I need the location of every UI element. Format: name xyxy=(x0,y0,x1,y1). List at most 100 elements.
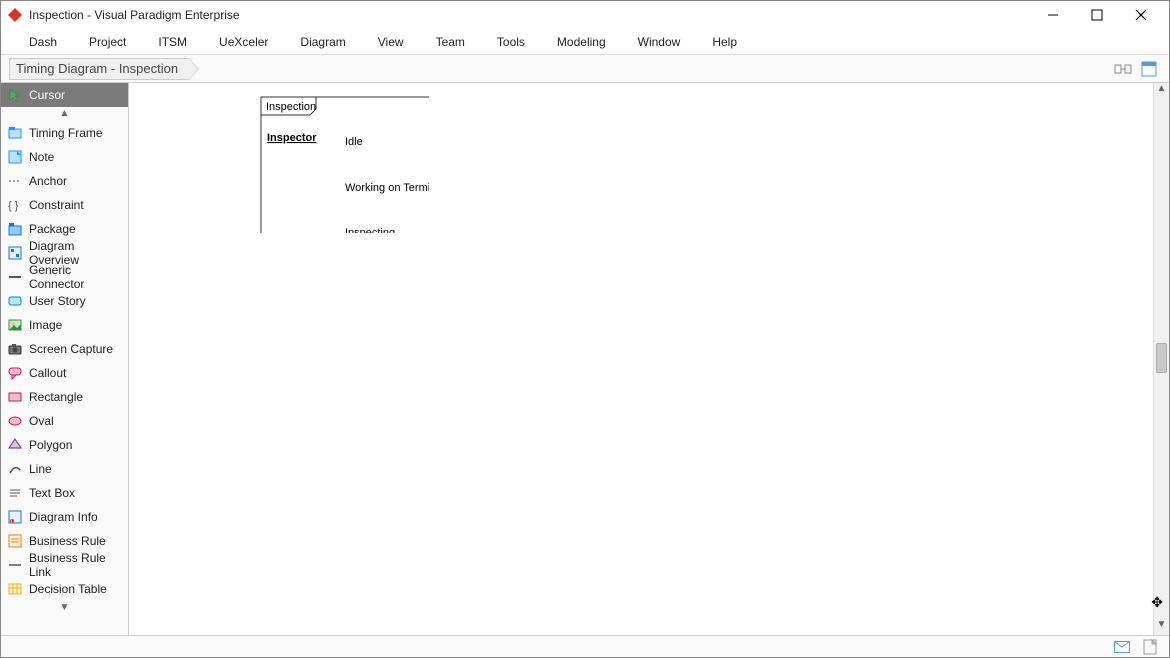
palette-item-label: Screen Capture xyxy=(29,342,113,356)
note-status-icon[interactable] xyxy=(1141,638,1159,656)
titlebar: Inspection - Visual Paradigm Enterprise xyxy=(1,1,1169,29)
palette-item-package[interactable]: Package xyxy=(1,217,128,241)
palette-item-screen-capture[interactable]: Screen Capture xyxy=(1,337,128,361)
palette-item-line[interactable]: Line xyxy=(1,457,128,481)
textbox-icon xyxy=(7,485,23,501)
palette-item-label: Diagram Info xyxy=(29,510,98,524)
timing-diagram-canvas[interactable]: Inspection Inspector Idle Working on Termin… xyxy=(129,83,429,233)
menu-project[interactable]: Project xyxy=(73,29,142,54)
palette-item-cursor[interactable]: Cursor xyxy=(1,83,128,107)
panel-toolbar-icon[interactable] xyxy=(1139,59,1159,79)
svg-text:Working on Terminal: Working on Terminal xyxy=(345,182,429,194)
diaginfo-icon: i xyxy=(7,509,23,525)
palette-item-callout[interactable]: Callout xyxy=(1,361,128,385)
palette-item-label: Package xyxy=(29,222,76,236)
palette-item-label: Constraint xyxy=(29,198,84,212)
menu-uexceler[interactable]: UeXceler xyxy=(203,29,284,54)
palette-item-label: Line xyxy=(29,462,52,476)
palette-item-diagram-info[interactable]: i Diagram Info xyxy=(1,505,128,529)
palette-collapse-down[interactable]: ▼ xyxy=(1,601,128,615)
overview-icon xyxy=(7,245,23,261)
menu-tools[interactable]: Tools xyxy=(481,29,541,54)
palette-item-label: Decision Table xyxy=(29,582,107,596)
palette-item-text-box[interactable]: Text Box xyxy=(1,481,128,505)
palette-item-label: Business Rule xyxy=(29,534,106,548)
svg-text:Inspection: Inspection xyxy=(266,101,316,113)
palette-item-label: Note xyxy=(29,150,54,164)
window-title: Inspection - Visual Paradigm Enterprise xyxy=(29,8,1031,22)
statusbar xyxy=(1,635,1169,657)
svg-text:Idle: Idle xyxy=(345,136,363,148)
menubar: DashProjectITSMUeXcelerDiagramViewTeamTo… xyxy=(1,29,1169,55)
anchor-icon xyxy=(7,173,23,189)
palette-item-label: Polygon xyxy=(29,438,72,452)
palette-item-rectangle[interactable]: Rectangle xyxy=(1,385,128,409)
decisiontable-icon xyxy=(7,581,23,597)
palette-item-label: Timing Frame xyxy=(29,126,103,140)
image-icon xyxy=(7,317,23,333)
palette-item-label: Oval xyxy=(29,414,54,428)
canvas-wrap: Inspection Inspector Idle Working on Termin… xyxy=(129,83,1169,635)
close-button[interactable] xyxy=(1119,1,1163,29)
menu-itsm[interactable]: ITSM xyxy=(142,29,203,54)
palette-item-label: Business Rule Link xyxy=(29,551,122,579)
palette-item-polygon[interactable]: Polygon xyxy=(1,433,128,457)
menu-window[interactable]: Window xyxy=(622,29,697,54)
maximize-button[interactable] xyxy=(1075,1,1119,29)
app-icon xyxy=(7,7,23,23)
svg-text:Inspecting: Inspecting xyxy=(345,227,395,233)
polygon-icon xyxy=(7,437,23,453)
menu-help[interactable]: Help xyxy=(696,29,753,54)
palette-item-label: Image xyxy=(29,318,62,332)
palette-item-label: User Story xyxy=(29,294,86,308)
userstory-icon xyxy=(7,293,23,309)
palette-item-business-rule[interactable]: Business Rule xyxy=(1,529,128,553)
callout-icon xyxy=(7,365,23,381)
connector-icon xyxy=(7,269,23,285)
scroll-down-icon[interactable]: ▼ xyxy=(1154,619,1169,635)
menu-modeling[interactable]: Modeling xyxy=(541,29,622,54)
palette-item-label: Cursor xyxy=(29,88,65,102)
rectangle-icon xyxy=(7,389,23,405)
palette-item-label: Rectangle xyxy=(29,390,83,404)
constraint-icon: { } xyxy=(7,197,23,213)
breadcrumb[interactable]: Timing Diagram - Inspection xyxy=(9,58,189,80)
minimize-button[interactable] xyxy=(1031,1,1075,29)
palette-item-business-rule-link[interactable]: Business Rule Link xyxy=(1,553,128,577)
palette-item-label: Text Box xyxy=(29,486,75,500)
vertical-scrollbar[interactable]: ▲ ▼ xyxy=(1153,83,1169,635)
bizrule-icon xyxy=(7,533,23,549)
palette-item-generic-connector[interactable]: Generic Connector xyxy=(1,265,128,289)
palette-item-user-story[interactable]: User Story xyxy=(1,289,128,313)
mail-icon[interactable] xyxy=(1113,638,1131,656)
scroll-up-icon[interactable]: ▲ xyxy=(1154,83,1169,99)
capture-icon xyxy=(7,341,23,357)
menu-dash[interactable]: Dash xyxy=(13,29,73,54)
palette-item-label: Generic Connector xyxy=(29,263,122,291)
frame-icon xyxy=(7,125,23,141)
svg-text:i: i xyxy=(11,519,12,524)
package-icon xyxy=(7,221,23,237)
menu-diagram[interactable]: Diagram xyxy=(284,29,361,54)
palette-item-constraint[interactable]: { } Constraint xyxy=(1,193,128,217)
cursor-icon xyxy=(7,87,23,103)
overview-toolbar-icon[interactable] xyxy=(1113,59,1133,79)
palette-item-image[interactable]: Image xyxy=(1,313,128,337)
line-icon xyxy=(7,461,23,477)
menu-view[interactable]: View xyxy=(362,29,420,54)
oval-icon xyxy=(7,413,23,429)
svg-text:Inspector: Inspector xyxy=(267,132,317,144)
menu-team[interactable]: Team xyxy=(420,29,481,54)
palette-item-diagram-overview[interactable]: Diagram Overview xyxy=(1,241,128,265)
scroll-thumb[interactable] xyxy=(1156,343,1167,373)
palette-item-timing-frame[interactable]: Timing Frame xyxy=(1,121,128,145)
bizrulelink-icon xyxy=(7,557,23,573)
palette-item-anchor[interactable]: Anchor xyxy=(1,169,128,193)
palette-item-decision-table[interactable]: Decision Table xyxy=(1,577,128,601)
palette-item-label: Callout xyxy=(29,366,66,380)
svg-text:{ }: { } xyxy=(8,200,19,212)
breadcrumb-bar: Timing Diagram - Inspection xyxy=(1,55,1169,83)
palette-item-note[interactable]: Note xyxy=(1,145,128,169)
palette-collapse-up[interactable]: ▲ xyxy=(1,107,128,121)
palette-item-oval[interactable]: Oval xyxy=(1,409,128,433)
